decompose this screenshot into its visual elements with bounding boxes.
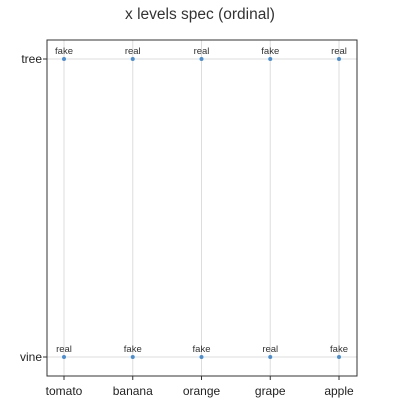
- data-label: fake: [124, 344, 142, 355]
- data-point: [130, 355, 135, 359]
- x-tick-label: grape: [255, 384, 286, 398]
- data-label: real: [194, 46, 210, 57]
- data-label: fake: [330, 344, 348, 355]
- data-point: [337, 355, 341, 359]
- data-label: real: [125, 46, 141, 57]
- data-point: [199, 355, 204, 359]
- grid-lines: [47, 40, 357, 376]
- data-label: fake: [193, 344, 211, 355]
- x-tick-label: apple: [324, 384, 354, 398]
- data-label: real: [331, 46, 347, 57]
- y-tick-label: vine: [20, 350, 42, 364]
- data-label: fake: [261, 46, 279, 57]
- data-point: [62, 355, 66, 359]
- data-point: [130, 57, 135, 61]
- chart-title: x levels spec (ordinal): [125, 6, 275, 23]
- x-tick-label: tomato: [46, 384, 83, 398]
- tick-labels: tomato banana orange grape apple vine tree: [20, 52, 354, 398]
- x-tick-label: banana: [113, 384, 153, 398]
- data-label: real: [262, 344, 278, 355]
- data-labels: fake real real fake real real fake fake real fake: [55, 46, 348, 355]
- data-label: fake: [55, 46, 73, 57]
- y-tick-label: tree: [21, 52, 42, 66]
- data-point: [337, 57, 341, 61]
- data-point: [199, 57, 204, 61]
- x-tick-label: orange: [183, 384, 221, 398]
- data-points: [62, 57, 341, 359]
- data-point: [268, 355, 273, 359]
- data-point: [62, 57, 66, 61]
- data-label: real: [56, 344, 72, 355]
- data-point: [268, 57, 273, 61]
